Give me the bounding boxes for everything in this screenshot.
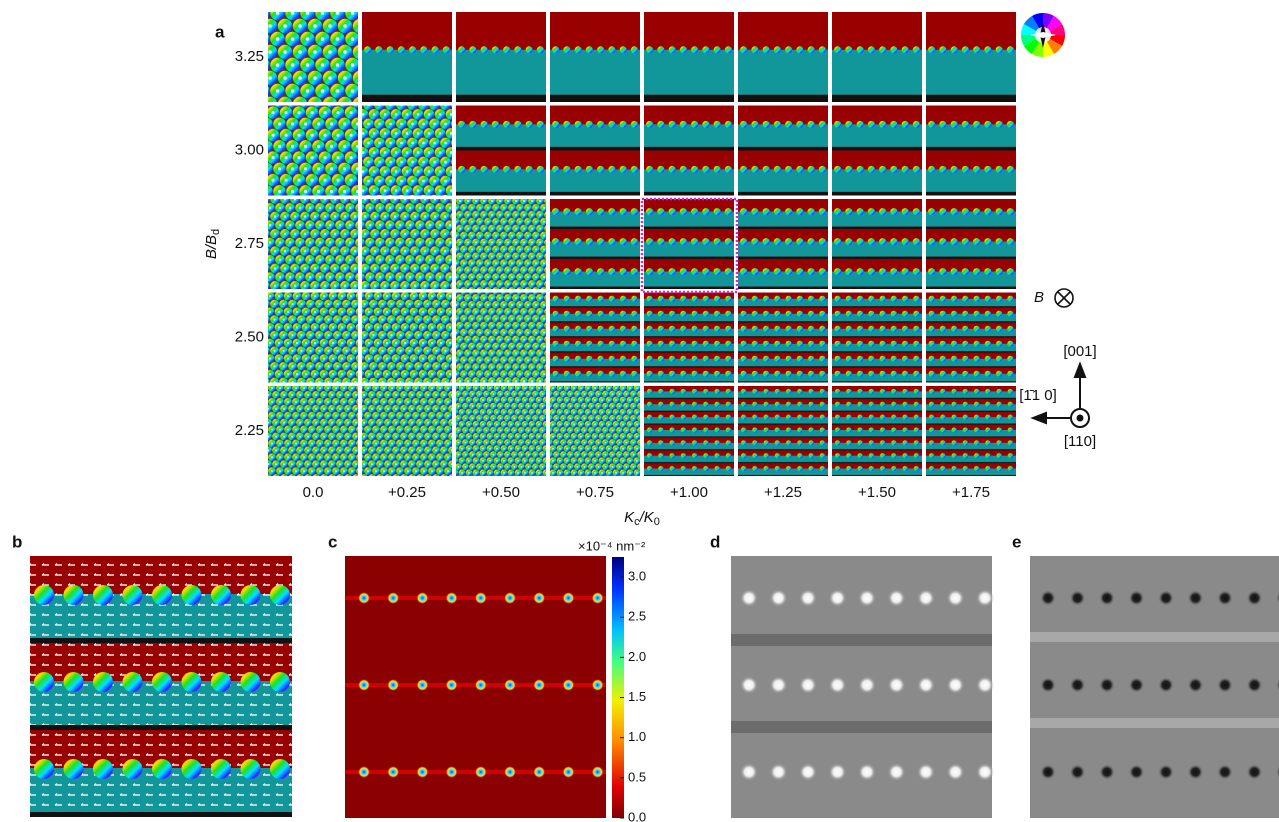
- simulation-cell: [738, 12, 828, 102]
- simulation-cell: [832, 386, 922, 476]
- simulation-cell: [268, 293, 358, 383]
- colorbar-tick-label: 2.0: [628, 649, 646, 664]
- simulation-cell: [926, 293, 1016, 383]
- simulation-cell: [550, 293, 640, 383]
- simulation-cell: [550, 12, 640, 102]
- column-label: 0.0: [303, 484, 324, 501]
- simulation-cell: [550, 199, 640, 289]
- simulation-cell: [832, 106, 922, 196]
- simulation-cell: [926, 106, 1016, 196]
- colorbar-tick-label: 3.0: [628, 569, 646, 584]
- panel-label: a: [215, 22, 225, 41]
- simulation-cell: [644, 293, 734, 383]
- panel-label: d: [710, 532, 720, 551]
- density-panel: [345, 556, 606, 818]
- figure: a B/Bd Kc/K0 B [001] [1̄1 0] [110] b c d…: [0, 0, 1279, 822]
- column-label: +0.25: [388, 484, 426, 501]
- simulation-cell: [268, 199, 358, 289]
- panel-label: b: [12, 532, 22, 551]
- simulation-cell: [832, 293, 922, 383]
- simulation-cell: [644, 106, 734, 196]
- column-label: +0.75: [576, 484, 614, 501]
- color-wheel: [1021, 13, 1065, 57]
- row-label: 2.75: [235, 235, 264, 252]
- column-label: +1.50: [858, 484, 896, 501]
- panel-label: c: [328, 532, 337, 551]
- spin-texture-panel: [30, 556, 292, 817]
- simulation-cell: [456, 386, 546, 476]
- simulation-cell: [362, 12, 452, 102]
- field-into-page: [1055, 289, 1073, 307]
- column-label: +1.00: [670, 484, 708, 501]
- field-label: B: [1034, 289, 1044, 306]
- lorentz-panel: [731, 556, 994, 818]
- row-label: 2.50: [235, 328, 264, 345]
- x-axis-title: Kc/K0: [624, 509, 660, 528]
- simulation-cell: [456, 199, 546, 289]
- simulation-cell: [644, 386, 734, 476]
- colorbar-unit: ×10⁻⁴ nm⁻²: [578, 538, 646, 553]
- simulation-cell: [550, 386, 640, 476]
- simulation-cell: [550, 106, 640, 196]
- row-label: 2.25: [235, 422, 264, 439]
- simulation-cell: [832, 199, 922, 289]
- y-axis-title: B/Bd: [203, 229, 222, 259]
- axis-label: [1̄1 0]: [1019, 387, 1057, 404]
- simulation-cell: [644, 12, 734, 102]
- column-label: +1.25: [764, 484, 802, 501]
- simulation-cell: [268, 106, 358, 196]
- simulation-cell: [362, 293, 452, 383]
- row-label: 3.25: [235, 48, 264, 65]
- simulation-cell: [268, 12, 358, 102]
- simulation-cell: [926, 199, 1016, 289]
- simulation-cell: [362, 199, 452, 289]
- colorbar-tick-label: 1.0: [628, 729, 646, 744]
- simulation-cell: [456, 12, 546, 102]
- simulation-cell: [738, 386, 828, 476]
- simulation-cell: [456, 293, 546, 383]
- simulation-cell: [362, 106, 452, 196]
- simulation-cell: [832, 12, 922, 102]
- simulation-cell: [644, 199, 734, 289]
- simulation-cell: [738, 106, 828, 196]
- simulation-cell: [738, 293, 828, 383]
- lorentz-panel: [1030, 556, 1279, 818]
- colorbar-tick-label: 0.5: [628, 769, 646, 784]
- simulation-cell: [456, 106, 546, 196]
- axis-label: [110]: [1064, 433, 1096, 450]
- simulation-cell: [268, 386, 358, 476]
- row-label: 3.00: [235, 141, 264, 158]
- panel-label: e: [1012, 532, 1021, 551]
- simulation-cell: [738, 199, 828, 289]
- simulation-cell: [926, 12, 1016, 102]
- axis-label: [001]: [1063, 343, 1096, 360]
- colorbar-tick-label: 1.5: [628, 689, 646, 704]
- column-label: +0.50: [482, 484, 520, 501]
- simulation-cell: [362, 386, 452, 476]
- colorbar: [612, 557, 624, 818]
- colorbar-tick-label: 0.0: [628, 809, 646, 822]
- column-label: +1.75: [952, 484, 990, 501]
- colorbar-tick-label: 2.5: [628, 609, 646, 624]
- simulation-cell: [926, 386, 1016, 476]
